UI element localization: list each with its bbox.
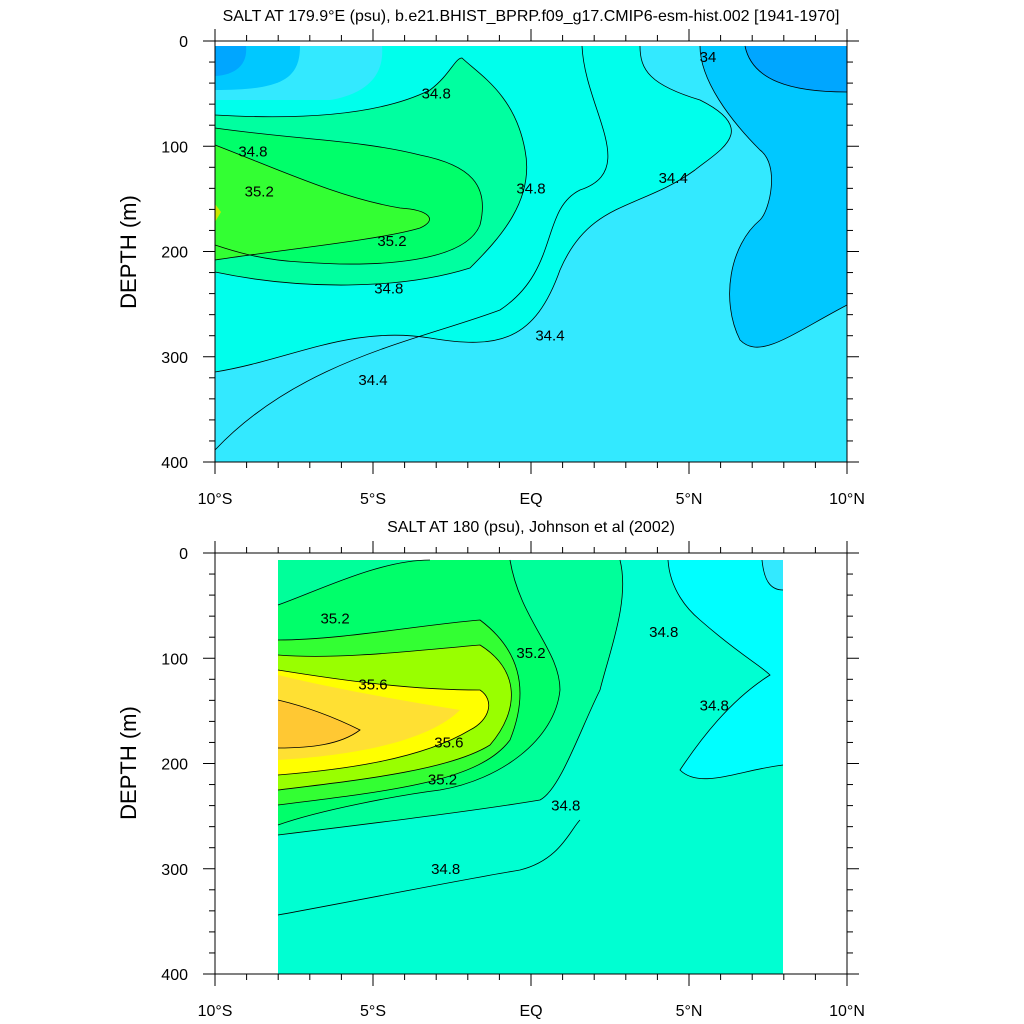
panel2-contour-35-2 bbox=[277, 559, 561, 826]
p1-xtick-label: 5°N bbox=[676, 491, 703, 508]
contour-label: 35.2 bbox=[377, 233, 406, 250]
panel1-contour-labels: 34 34.8 34.8 35.2 35.2 34.8 34.4 34.8 34.4 34.4 bbox=[238, 49, 716, 389]
p2-ytick-label: 300 bbox=[161, 862, 188, 879]
panel1-contour-34-4 bbox=[214, 45, 732, 373]
p2-ytick-label: 0 bbox=[179, 546, 188, 563]
contour-label: 34.8 bbox=[516, 180, 545, 197]
panel2-y-tick-labels: 0 100 200 300 400 bbox=[161, 546, 188, 984]
panel2-plot-area bbox=[277, 559, 784, 974]
panel2-y-axis-label: DEPTH (m) bbox=[116, 706, 141, 820]
p2-ytick-label: 400 bbox=[161, 967, 188, 984]
contour-label: 35.2 bbox=[428, 771, 457, 788]
p1-xtick-label: 10°S bbox=[198, 491, 233, 508]
p2-xtick-label: 5°N bbox=[676, 1003, 703, 1020]
p2-ytick-label: 200 bbox=[161, 757, 188, 774]
contour-label: 34.4 bbox=[659, 170, 688, 187]
panel1-fill-35-2 bbox=[215, 145, 430, 260]
panel2-contour-lines bbox=[277, 559, 784, 916]
panel2-contour-34-6-b bbox=[761, 559, 784, 591]
panel1-contour-34-6 bbox=[214, 45, 609, 451]
panel2-x-tick-labels: 10°S 5°S EQ 5°N 10°N bbox=[198, 1003, 865, 1020]
contour-label: 34.8 bbox=[374, 280, 403, 297]
p1-ytick-label: 400 bbox=[161, 455, 188, 472]
contour-label: 34.8 bbox=[649, 624, 678, 641]
p2-ytick-label: 100 bbox=[161, 651, 188, 668]
contour-label: 34.8 bbox=[551, 798, 580, 815]
p1-ytick-label: 200 bbox=[161, 245, 188, 262]
contour-label: 34.4 bbox=[535, 328, 564, 345]
contour-label: 35.2 bbox=[516, 645, 545, 662]
contour-label: 34.8 bbox=[238, 144, 267, 161]
p2-xtick-label: EQ bbox=[519, 1003, 542, 1020]
contour-label: 34 bbox=[700, 49, 717, 66]
p1-xtick-label: 5°S bbox=[360, 491, 386, 508]
p2-xtick-label: 5°S bbox=[360, 1003, 386, 1020]
panel2-tick-marks bbox=[203, 541, 859, 986]
panel1-contour-35-0 bbox=[214, 127, 483, 265]
p1-xtick-label: EQ bbox=[519, 491, 542, 508]
p1-ytick-label: 100 bbox=[161, 139, 188, 156]
panel2-contour-35-8 bbox=[277, 669, 490, 776]
panel1-title: SALT AT 179.9°E (psu), b.e21.BHIST_BPRP.… bbox=[223, 8, 840, 25]
panel1-fill-35-4 bbox=[215, 204, 221, 222]
panel1-contour-35-2 bbox=[214, 144, 430, 261]
panel2-fill-34-4 bbox=[762, 560, 783, 590]
panel1-plot-area bbox=[214, 45, 848, 462]
panel1-y-tick-labels: 0 100 200 300 400 bbox=[161, 34, 188, 472]
panel1-contour-lines bbox=[214, 45, 848, 451]
contour-label: 35.6 bbox=[434, 734, 463, 751]
panel1-fill-34-0-left bbox=[215, 46, 247, 76]
panel2-contour-labels: 35.2 35.6 35.6 35.2 35.2 34.8 34.8 34.8 34.8 bbox=[320, 610, 728, 877]
panel2-contour-35-6 bbox=[277, 644, 512, 791]
panel2-contour-34-6 bbox=[667, 559, 784, 779]
panel1-fill-34-2 bbox=[700, 46, 847, 348]
panel2-contour-34-8-b bbox=[277, 819, 581, 916]
contour-label: 35.6 bbox=[358, 677, 387, 694]
contour-label: 34.8 bbox=[700, 698, 729, 715]
panel1-fill-34-0 bbox=[745, 46, 847, 92]
panel2-contour-36-0 bbox=[277, 699, 361, 749]
panel2-fill-34-6 bbox=[668, 560, 783, 779]
contour-label: 34.8 bbox=[422, 86, 451, 103]
contour-label: 35.2 bbox=[245, 184, 274, 201]
panel2-contour-34-8 bbox=[277, 559, 624, 836]
panel1-contour-34-2 bbox=[699, 45, 848, 348]
panel2-contour-35-4 bbox=[277, 619, 521, 806]
panel2-contour-35-0 bbox=[277, 559, 431, 606]
contour-label: 34.4 bbox=[358, 372, 387, 389]
panel1-y-axis-label: DEPTH (m) bbox=[116, 195, 141, 309]
panel-model: SALT AT 179.9°E (psu), b.e21.BHIST_BPRP.… bbox=[116, 8, 865, 508]
p2-xtick-label: 10°N bbox=[829, 1003, 865, 1020]
panel1-contour-34-0 bbox=[744, 45, 848, 93]
panel1-x-tick-labels: 10°S 5°S EQ 5°N 10°N bbox=[198, 491, 865, 508]
contour-label: 35.2 bbox=[320, 610, 349, 627]
panel2-fill-36-2 bbox=[278, 700, 360, 748]
panel1-tick-marks bbox=[203, 29, 859, 474]
panel2-title: SALT AT 180 (psu), Johnson et al (2002) bbox=[387, 519, 675, 536]
p1-xtick-label: 10°N bbox=[829, 491, 865, 508]
p1-ytick-label: 0 bbox=[179, 34, 188, 51]
panel1-contour-34-8 bbox=[214, 57, 528, 286]
contour-label: 34.8 bbox=[431, 861, 460, 878]
panel-observed: SALT AT 180 (psu), Johnson et al (2002) bbox=[116, 519, 865, 1020]
p1-ytick-label: 300 bbox=[161, 350, 188, 367]
p2-xtick-label: 10°S bbox=[198, 1003, 233, 1020]
